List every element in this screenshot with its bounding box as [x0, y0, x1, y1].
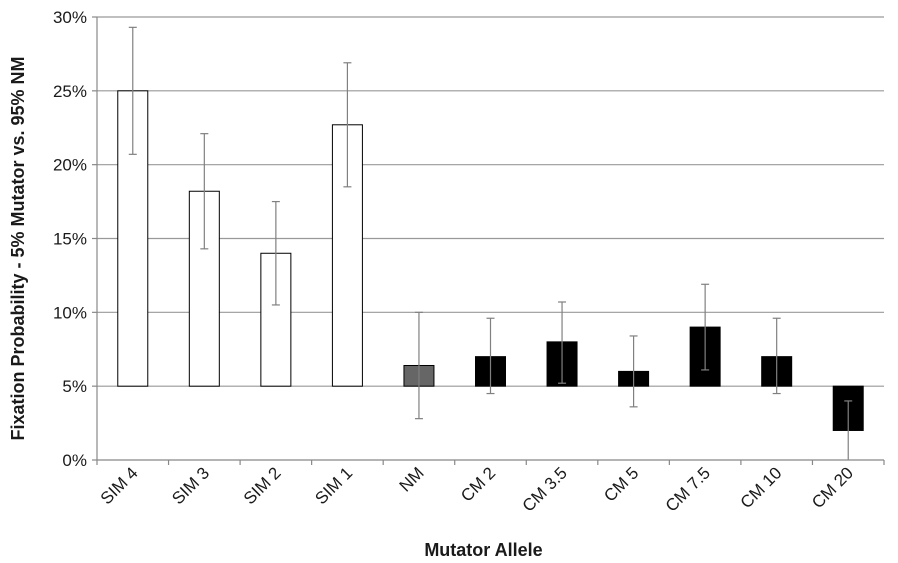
x-tick-label: SIM 4 — [97, 463, 142, 508]
y-tick-label: 30% — [53, 8, 87, 27]
error-bar — [343, 62, 352, 188]
y-tick-label: 10% — [53, 303, 87, 322]
error-bar — [200, 133, 209, 250]
x-tick-label: SIM 1 — [311, 463, 356, 508]
y-tick-label: 5% — [62, 377, 87, 396]
error-bar — [271, 200, 280, 306]
x-tick-label: NM — [396, 463, 428, 495]
error-bar — [558, 301, 567, 384]
x-tick-label: CM 20 — [808, 463, 857, 512]
gridlines — [97, 16, 884, 387]
x-tick-label: CM 5 — [600, 463, 642, 505]
x-tick-label: CM 10 — [737, 463, 786, 512]
x-tick-label: SIM 3 — [168, 463, 213, 508]
y-tick-label: 15% — [53, 230, 87, 249]
x-tick-label: CM 3.5 — [519, 463, 571, 515]
error-bar — [844, 400, 853, 460]
error-bar — [414, 311, 423, 420]
error-bar — [772, 317, 781, 395]
y-tick-label: 25% — [53, 82, 87, 101]
axes — [92, 16, 885, 465]
y-tick-label: 0% — [62, 451, 87, 470]
y-tick-label: 20% — [53, 156, 87, 175]
error-bar — [486, 317, 495, 395]
x-axis-title: Mutator Allele — [424, 540, 542, 560]
x-tick-label: CM 2 — [457, 463, 499, 505]
error-bar — [128, 26, 137, 155]
error-bars — [128, 26, 853, 460]
x-tick-label: SIM 2 — [240, 463, 285, 508]
x-tick-labels: SIM 4 SIM 3 SIM 2 SIM 1 NM CM 2 CM 3.5 CM 5 CM 7… — [97, 463, 857, 515]
error-bar — [629, 335, 638, 408]
y-tick-labels: 0% 5% 10% 15% 20% 25% 30% — [53, 8, 87, 470]
y-axis-title: Fixation Probability - 5% Mutator vs. 95… — [8, 56, 28, 440]
x-tick-label: CM 7.5 — [662, 463, 714, 515]
error-bar — [701, 283, 710, 371]
